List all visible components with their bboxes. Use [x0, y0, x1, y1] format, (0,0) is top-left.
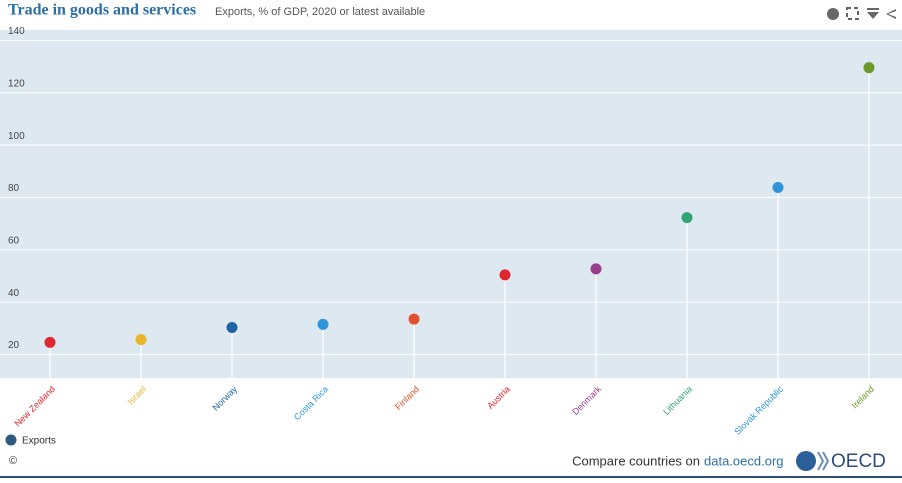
- x-tick-label: Norway: [210, 384, 239, 413]
- copyright: ©: [9, 455, 17, 467]
- footer-text: Compare countries on: [572, 453, 700, 468]
- point: [317, 318, 329, 330]
- x-tick-label: Lithuania: [661, 384, 694, 417]
- x-tick-label: Costa Rica: [292, 384, 330, 422]
- logo-arcs: [817, 451, 830, 471]
- y-tick-label: 80: [8, 183, 20, 194]
- legend-label: Exports: [22, 436, 56, 447]
- x-tick-label: Slovak Republic: [732, 384, 785, 437]
- x-tick-label: Ireland: [850, 384, 877, 411]
- share-icon[interactable]: [886, 9, 896, 19]
- logo-text: OECD: [831, 451, 886, 472]
- legend-marker: [5, 434, 17, 446]
- y-tick-label: 20: [8, 340, 20, 351]
- point: [44, 336, 56, 348]
- y-tick-label: 120: [8, 78, 25, 89]
- chart-title: Trade in goods and services: [8, 2, 196, 19]
- info-icon[interactable]: [827, 8, 839, 20]
- y-tick-label: 100: [8, 131, 25, 142]
- y-tick-label: 140: [8, 26, 25, 37]
- point: [499, 269, 511, 281]
- x-tick-label: Finland: [393, 384, 421, 412]
- point: [681, 212, 693, 224]
- logo-globe: [796, 451, 816, 471]
- fullscreen-icon[interactable]: [846, 7, 859, 20]
- point: [226, 322, 238, 334]
- toolbar[interactable]: [827, 7, 896, 20]
- x-tick-label: Austria: [485, 384, 512, 411]
- point: [772, 182, 784, 194]
- y-tick-label: 40: [8, 288, 20, 299]
- chart-subtitle: Exports, % of GDP, 2020 or latest availa…: [215, 6, 425, 18]
- point: [863, 62, 875, 74]
- x-tick-label: Israel: [125, 384, 148, 407]
- point: [590, 263, 602, 275]
- bottom-border: [0, 476, 902, 478]
- x-tick-label: Denmark: [570, 384, 603, 417]
- footer-link[interactable]: data.oecd.org: [704, 453, 784, 468]
- x-tick-label: New Zealand: [13, 384, 58, 429]
- y-tick-label: 60: [8, 235, 20, 246]
- download-icon[interactable]: [867, 8, 879, 19]
- point: [135, 334, 147, 346]
- plot-area: [0, 30, 902, 378]
- point: [408, 313, 420, 325]
